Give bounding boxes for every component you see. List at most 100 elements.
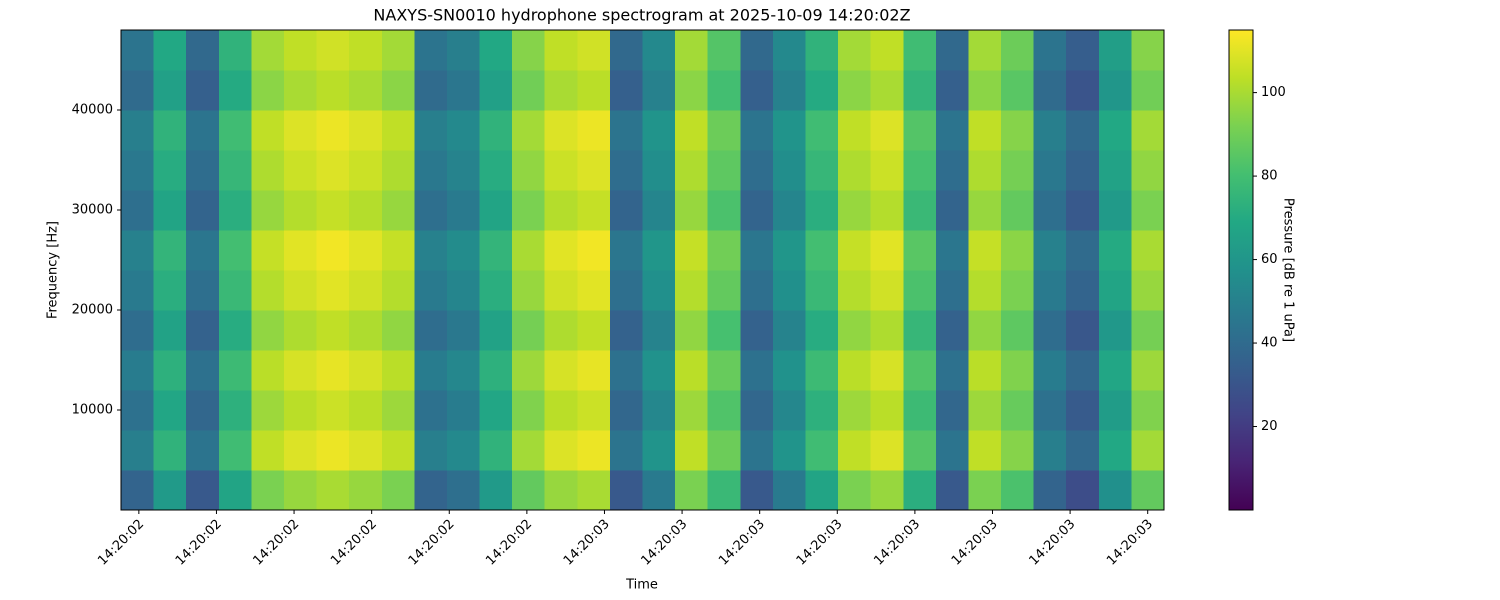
heatmap-cell bbox=[349, 310, 383, 351]
heatmap-cell bbox=[512, 110, 546, 151]
heatmap-cell bbox=[218, 70, 252, 111]
heatmap-cell bbox=[968, 70, 1002, 111]
heatmap-cell bbox=[446, 110, 481, 151]
heatmap-cell bbox=[283, 270, 318, 311]
heatmap-cell bbox=[544, 270, 578, 311]
heatmap-cell bbox=[870, 190, 904, 231]
heatmap-cell bbox=[153, 390, 187, 431]
heatmap-cell bbox=[544, 230, 578, 271]
x-tick-label: 14:20:02 bbox=[483, 517, 535, 569]
x-tick-label: 14:20:03 bbox=[1027, 517, 1079, 569]
heatmap-cell bbox=[577, 230, 611, 271]
heatmap-cell bbox=[740, 470, 774, 511]
x-tick-label: 14:20:02 bbox=[250, 517, 302, 569]
heatmap-cell bbox=[772, 390, 806, 431]
heatmap-cell bbox=[218, 230, 252, 271]
heatmap-cell bbox=[642, 150, 676, 191]
heatmap-cell bbox=[707, 310, 741, 351]
heatmap-cell bbox=[1033, 390, 1067, 431]
heatmap-cell bbox=[512, 190, 546, 231]
heatmap-cell bbox=[577, 110, 611, 151]
heatmap-cell bbox=[218, 270, 252, 311]
heatmap-cell bbox=[1066, 70, 1100, 111]
heatmap-cell bbox=[838, 390, 872, 431]
heatmap-cell bbox=[283, 190, 318, 231]
heatmap-cell bbox=[870, 470, 904, 511]
heatmap-cell bbox=[186, 110, 220, 151]
x-tick-label: 14:20:03 bbox=[871, 517, 923, 569]
heatmap-cell bbox=[609, 430, 643, 471]
heatmap-cell bbox=[642, 310, 676, 351]
heatmap-cell bbox=[903, 230, 937, 271]
heatmap-cell bbox=[1066, 110, 1100, 151]
heatmap-cell bbox=[283, 430, 318, 471]
colorbar-tick-label: 80 bbox=[1261, 169, 1278, 184]
heatmap-cell bbox=[707, 270, 741, 311]
heatmap-cell bbox=[1066, 430, 1100, 471]
heatmap-cell bbox=[609, 110, 643, 151]
heatmap-cell bbox=[349, 390, 383, 431]
heatmap-cell bbox=[153, 430, 187, 471]
heatmap-cell bbox=[1066, 390, 1100, 431]
heatmap-cell bbox=[805, 430, 839, 471]
heatmap-cell bbox=[968, 270, 1002, 311]
heatmap-cell bbox=[218, 350, 252, 391]
heatmap-cell bbox=[283, 150, 318, 191]
heatmap-cell bbox=[935, 230, 969, 271]
heatmap-cell bbox=[675, 30, 709, 71]
heatmap-cell bbox=[805, 190, 839, 231]
heatmap-cell bbox=[1098, 230, 1132, 271]
heatmap-cell bbox=[479, 70, 513, 111]
heatmap-cell bbox=[251, 270, 285, 311]
heatmap-cell bbox=[121, 310, 155, 351]
heatmap-cell bbox=[186, 30, 220, 71]
heatmap-cell bbox=[381, 190, 415, 231]
heatmap-cell bbox=[707, 230, 741, 271]
heatmap-cell bbox=[838, 310, 872, 351]
heatmap-cell bbox=[1131, 430, 1165, 471]
heatmap-cell bbox=[609, 30, 643, 71]
heatmap-cell bbox=[283, 70, 318, 111]
heatmap-cell bbox=[381, 70, 415, 111]
heatmap-cell bbox=[675, 310, 709, 351]
heatmap-cell bbox=[186, 190, 220, 231]
heatmap-cell bbox=[740, 110, 774, 151]
heatmap-cell bbox=[609, 310, 643, 351]
heatmap-cell bbox=[968, 350, 1002, 391]
heatmap-cell bbox=[935, 70, 969, 111]
heatmap-cell bbox=[121, 30, 155, 71]
heatmap-cell bbox=[805, 270, 839, 311]
heatmap-cell bbox=[577, 30, 611, 71]
heatmap-cell bbox=[772, 470, 806, 511]
heatmap-cell bbox=[1033, 470, 1067, 511]
heatmap-cell bbox=[772, 110, 806, 151]
y-tick-label: 20000 bbox=[72, 303, 113, 318]
heatmap-cell bbox=[609, 230, 643, 271]
heatmap-cell bbox=[1001, 230, 1035, 271]
colorbar-tick-label: 40 bbox=[1261, 336, 1278, 351]
heatmap-cell bbox=[121, 270, 155, 311]
heatmap-cell bbox=[544, 70, 578, 111]
heatmap-cell bbox=[544, 390, 578, 431]
chart-title: NAXYS-SN0010 hydrophone spectrogram at 2… bbox=[373, 6, 910, 25]
heatmap-cell bbox=[838, 270, 872, 311]
heatmap-cell bbox=[870, 230, 904, 271]
heatmap-cell bbox=[642, 190, 676, 231]
heatmap-cell bbox=[903, 310, 937, 351]
heatmap-cell bbox=[740, 150, 774, 191]
y-axis-label: Frequency [Hz] bbox=[46, 221, 61, 319]
heatmap-cell bbox=[283, 390, 318, 431]
colorbar-tick-label: 100 bbox=[1261, 85, 1286, 100]
heatmap-cell bbox=[349, 350, 383, 391]
heatmap-cell bbox=[121, 430, 155, 471]
heatmap-cell bbox=[414, 350, 448, 391]
heatmap-cell bbox=[316, 110, 350, 151]
heatmap-cell bbox=[381, 270, 415, 311]
heatmap-cell bbox=[805, 30, 839, 71]
heatmap-cell bbox=[479, 270, 513, 311]
heatmap-cell bbox=[772, 190, 806, 231]
heatmap-cell bbox=[642, 30, 676, 71]
heatmap-cell bbox=[186, 350, 220, 391]
heatmap-cell bbox=[186, 230, 220, 271]
heatmap-cell bbox=[479, 350, 513, 391]
